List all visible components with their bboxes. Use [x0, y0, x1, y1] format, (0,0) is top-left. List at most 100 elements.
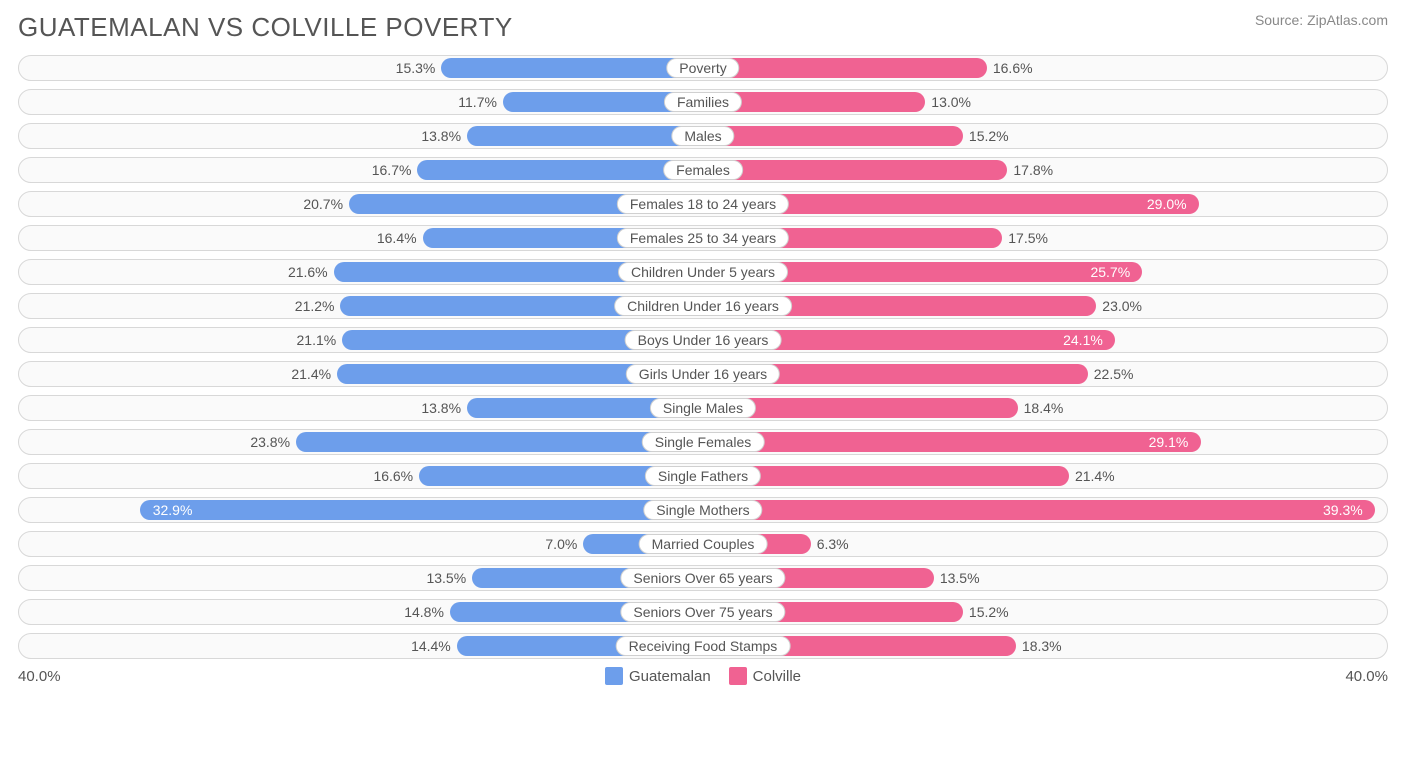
axis-max-right: 40.0%	[1345, 668, 1388, 685]
value-right: 16.6%	[993, 60, 1033, 76]
left-half: 20.7%	[19, 192, 703, 216]
left-half: 11.7%	[19, 90, 703, 114]
legend-label: Guatemalan	[629, 668, 711, 685]
value-right: 22.5%	[1094, 366, 1134, 382]
bar-right	[703, 160, 1007, 180]
right-half: 16.6%	[703, 56, 1387, 80]
category-label: Females	[663, 160, 743, 180]
value-left: 11.7%	[458, 94, 497, 110]
right-half: 13.5%	[703, 566, 1387, 590]
value-left: 20.7%	[303, 196, 343, 212]
value-left: 16.6%	[373, 468, 413, 484]
legend-label: Colville	[753, 668, 801, 685]
category-label: Single Males	[650, 398, 756, 418]
chart-row: 23.8% 29.1% Single Females	[18, 429, 1388, 455]
left-half: 13.8%	[19, 396, 703, 420]
chart-row: 16.7% 17.8% Females	[18, 157, 1388, 183]
value-left: 21.6%	[288, 264, 328, 280]
chart-row: 7.0%6.3%Married Couples	[18, 531, 1388, 557]
left-half: 16.7%	[19, 158, 703, 182]
category-label: Children Under 16 years	[614, 296, 792, 316]
value-right: 15.2%	[969, 128, 1009, 144]
category-label: Seniors Over 75 years	[620, 602, 785, 622]
category-label: Poverty	[666, 58, 739, 78]
category-label: Females 18 to 24 years	[617, 194, 789, 214]
right-half: 22.5%	[703, 362, 1387, 386]
legend-swatch	[729, 667, 747, 685]
left-half: 23.8%	[19, 430, 703, 454]
value-right: 15.2%	[969, 604, 1009, 620]
value-right: 13.5%	[940, 570, 980, 586]
right-half: 29.1%	[703, 430, 1387, 454]
right-half: 23.0%	[703, 294, 1387, 318]
chart-row: 21.1% 24.1% Boys Under 16 years	[18, 327, 1388, 353]
value-left: 14.8%	[404, 604, 444, 620]
legend-swatch	[605, 667, 623, 685]
diverging-bar-chart: 15.3%16.6%Poverty11.7%13.0%Families13.8%…	[18, 55, 1388, 659]
right-half: 25.7%	[703, 260, 1387, 284]
category-label: Single Fathers	[645, 466, 761, 486]
right-half: 18.3%	[703, 634, 1387, 658]
left-half: 14.4%	[19, 634, 703, 658]
category-label: Females 25 to 34 years	[617, 228, 789, 248]
legend-item: Colville	[729, 667, 801, 685]
left-half: 21.1%	[19, 328, 703, 352]
value-right: 18.3%	[1022, 638, 1062, 654]
left-half: 21.4%	[19, 362, 703, 386]
value-right: 29.1%	[1149, 434, 1189, 450]
value-right: 13.0%	[931, 94, 971, 110]
bar-left	[417, 160, 703, 180]
legend: Guatemalan Colville	[605, 667, 801, 685]
left-half: 32.9%	[19, 498, 703, 522]
value-left: 21.2%	[295, 298, 335, 314]
chart-row: 11.7%13.0%Families	[18, 89, 1388, 115]
right-half: 15.2%	[703, 124, 1387, 148]
left-half: 13.8%	[19, 124, 703, 148]
bar-right	[703, 58, 987, 78]
value-left: 21.1%	[297, 332, 337, 348]
value-left: 7.0%	[545, 536, 577, 552]
value-right: 24.1%	[1063, 332, 1103, 348]
chart-row: 13.8% 15.2% Males	[18, 123, 1388, 149]
left-half: 14.8%	[19, 600, 703, 624]
value-right: 29.0%	[1147, 196, 1187, 212]
category-label: Boys Under 16 years	[625, 330, 782, 350]
value-right: 18.4%	[1024, 400, 1064, 416]
right-half: 13.0%	[703, 90, 1387, 114]
left-half: 13.5%	[19, 566, 703, 590]
chart-row: 20.7% 29.0% Females 18 to 24 years	[18, 191, 1388, 217]
legend-item: Guatemalan	[605, 667, 711, 685]
value-right: 21.4%	[1075, 468, 1115, 484]
category-label: Receiving Food Stamps	[616, 636, 791, 656]
chart-row: 21.6%25.7%Children Under 5 years	[18, 259, 1388, 285]
value-left: 21.4%	[291, 366, 331, 382]
chart-row: 13.8% 18.4% Single Males	[18, 395, 1388, 421]
chart-title: GUATEMALAN VS COLVILLE POVERTY	[18, 12, 513, 43]
right-half: 17.5%	[703, 226, 1387, 250]
value-left: 13.8%	[421, 400, 461, 416]
right-half: 18.4%	[703, 396, 1387, 420]
value-left: 16.4%	[377, 230, 417, 246]
chart-footer: 40.0% GuatemalanColville 40.0%	[18, 667, 1388, 685]
category-label: Males	[671, 126, 734, 146]
category-label: Seniors Over 65 years	[620, 568, 785, 588]
value-left: 13.5%	[426, 570, 466, 586]
bar-right	[703, 500, 1375, 520]
bar-left	[467, 126, 703, 146]
chart-row: 16.4% 17.5% Females 25 to 34 years	[18, 225, 1388, 251]
value-right: 17.5%	[1008, 230, 1048, 246]
value-right: 17.8%	[1013, 162, 1053, 178]
left-half: 16.6%	[19, 464, 703, 488]
right-half: 15.2%	[703, 600, 1387, 624]
chart-row: 16.6% 21.4% Single Fathers	[18, 463, 1388, 489]
value-right: 6.3%	[817, 536, 849, 552]
right-half: 29.0%	[703, 192, 1387, 216]
chart-row: 21.4%22.5%Girls Under 16 years	[18, 361, 1388, 387]
bar-left	[441, 58, 703, 78]
bar-left	[140, 500, 703, 520]
chart-row: 14.4% 18.3% Receiving Food Stamps	[18, 633, 1388, 659]
category-label: Single Females	[642, 432, 765, 452]
chart-header: GUATEMALAN VS COLVILLE POVERTY Source: Z…	[18, 12, 1388, 43]
value-right: 25.7%	[1090, 264, 1130, 280]
right-half: 39.3%	[703, 498, 1387, 522]
